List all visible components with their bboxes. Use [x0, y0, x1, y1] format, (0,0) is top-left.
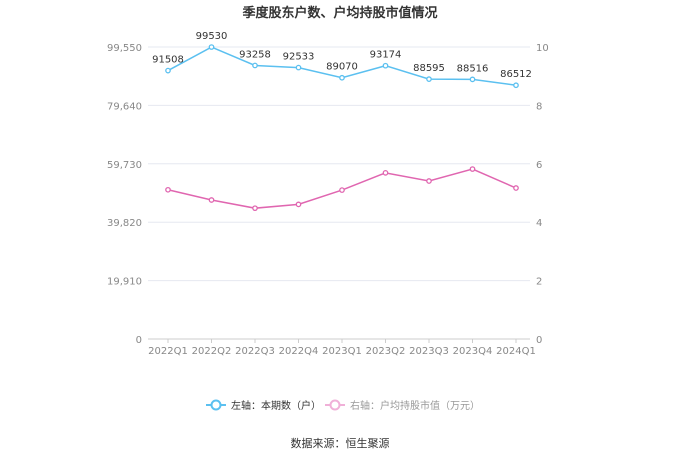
data-point-right[interactable]	[165, 186, 171, 193]
data-point-right[interactable]	[208, 197, 215, 203]
left-tick-label: 99,550	[107, 43, 142, 54]
source-note: 数据来源：恒生聚源	[291, 436, 390, 450]
data-point-left[interactable]	[513, 82, 519, 89]
right-tick-label: 8	[536, 101, 542, 112]
legend-right-label[interactable]: 右轴：户均持股市值（万元）	[350, 399, 480, 412]
left-tick-label: 59,730	[107, 160, 142, 171]
data-point-left[interactable]	[469, 76, 476, 83]
data-label: 86512	[500, 69, 532, 80]
data-label: 93258	[239, 49, 271, 60]
data-label: 92533	[283, 52, 315, 63]
x-tick-label: 2022Q1	[148, 346, 188, 357]
legend-left-label[interactable]: 左轴：本期数（户）	[231, 399, 321, 412]
data-label: 88516	[457, 63, 489, 74]
data-label: 93174	[370, 50, 402, 61]
data-point-right[interactable]	[513, 185, 519, 191]
left-tick-label: 0	[136, 335, 142, 346]
right-tick-label: 6	[536, 160, 542, 171]
data-point-right[interactable]	[469, 166, 476, 172]
x-tick-label: 2023Q4	[453, 346, 493, 357]
data-point-right[interactable]	[295, 201, 302, 208]
data-label: 88595	[413, 63, 445, 74]
x-tick-label: 2022Q4	[279, 346, 319, 357]
right-tick-label: 4	[536, 218, 542, 229]
left-tick-label: 19,910	[107, 277, 142, 288]
data-point-left[interactable]	[382, 62, 389, 69]
legend-right-marker-icon	[329, 399, 341, 411]
left-tick-label: 79,640	[107, 101, 142, 112]
x-tick-label: 2022Q2	[192, 346, 232, 357]
left-tick-label: 39,820	[107, 218, 142, 229]
data-point-left[interactable]	[295, 64, 302, 71]
x-tick-label: 2023Q1	[322, 346, 362, 357]
x-tick-label: 2024Q1	[496, 346, 536, 357]
data-point-left[interactable]	[208, 44, 215, 50]
data-point-right[interactable]	[339, 187, 345, 193]
data-point-left[interactable]	[426, 76, 432, 82]
x-tick-label: 2023Q2	[366, 346, 406, 357]
data-point-left[interactable]	[252, 62, 258, 69]
data-point-right[interactable]	[252, 205, 258, 212]
data-point-left[interactable]	[165, 67, 171, 74]
x-tick-label: 2022Q3	[235, 346, 275, 357]
legend-left-marker-icon	[210, 399, 222, 411]
data-point-right[interactable]	[426, 178, 432, 184]
data-point-left[interactable]	[339, 74, 345, 81]
right-tick-label: 2	[536, 277, 542, 288]
data-label: 99530	[196, 31, 228, 42]
legend[interactable]: 左轴：本期数（户） 右轴：户均持股市值（万元）	[206, 399, 480, 412]
data-label: 89070	[326, 62, 358, 73]
x-tick-label: 2023Q3	[409, 346, 449, 357]
right-tick-label: 0	[536, 335, 542, 346]
data-label: 91508	[152, 55, 184, 66]
right-tick-label: 10	[536, 43, 549, 54]
chart-title: 季度股东户数、户均持股市值情况	[241, 5, 437, 21]
data-point-right[interactable]	[382, 170, 389, 176]
